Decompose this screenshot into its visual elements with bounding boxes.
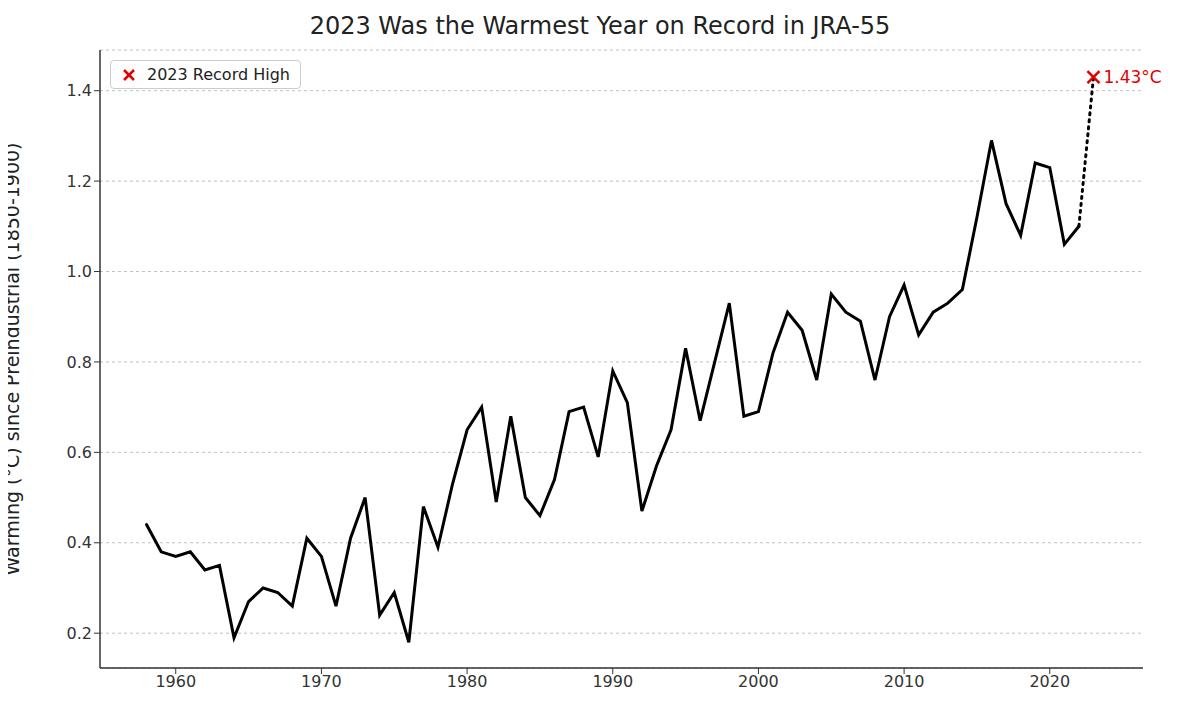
svg-text:0.6: 0.6 bbox=[67, 443, 92, 462]
svg-text:1.2: 1.2 bbox=[67, 172, 92, 191]
svg-text:1.43°C: 1.43°C bbox=[1103, 67, 1161, 87]
svg-text:2000: 2000 bbox=[738, 672, 779, 691]
html-text:2023 Record High: 2023 Record High bbox=[147, 65, 290, 84]
svg-text:1990: 1990 bbox=[592, 672, 633, 691]
svg-text:1.4: 1.4 bbox=[67, 81, 92, 100]
svg-text:1.0: 1.0 bbox=[67, 262, 92, 281]
svg-text:2010: 2010 bbox=[884, 672, 925, 691]
html-text:2023 Was the Warmest Year on R: 2023 Was the Warmest Year on Record in J… bbox=[309, 12, 891, 40]
svg-text:Warming (°C) since Preindustri: Warming (°C) since Preindustrial (1850-1… bbox=[8, 142, 23, 575]
svg-text:1980: 1980 bbox=[447, 672, 488, 691]
svg-text:0.4: 0.4 bbox=[67, 533, 92, 552]
svg-text:0.8: 0.8 bbox=[67, 353, 92, 372]
svg-text:1970: 1970 bbox=[301, 672, 342, 691]
svg-text:0.2: 0.2 bbox=[67, 624, 92, 643]
svg-text:2020: 2020 bbox=[1029, 672, 1070, 691]
svg-text:1960: 1960 bbox=[155, 672, 196, 691]
